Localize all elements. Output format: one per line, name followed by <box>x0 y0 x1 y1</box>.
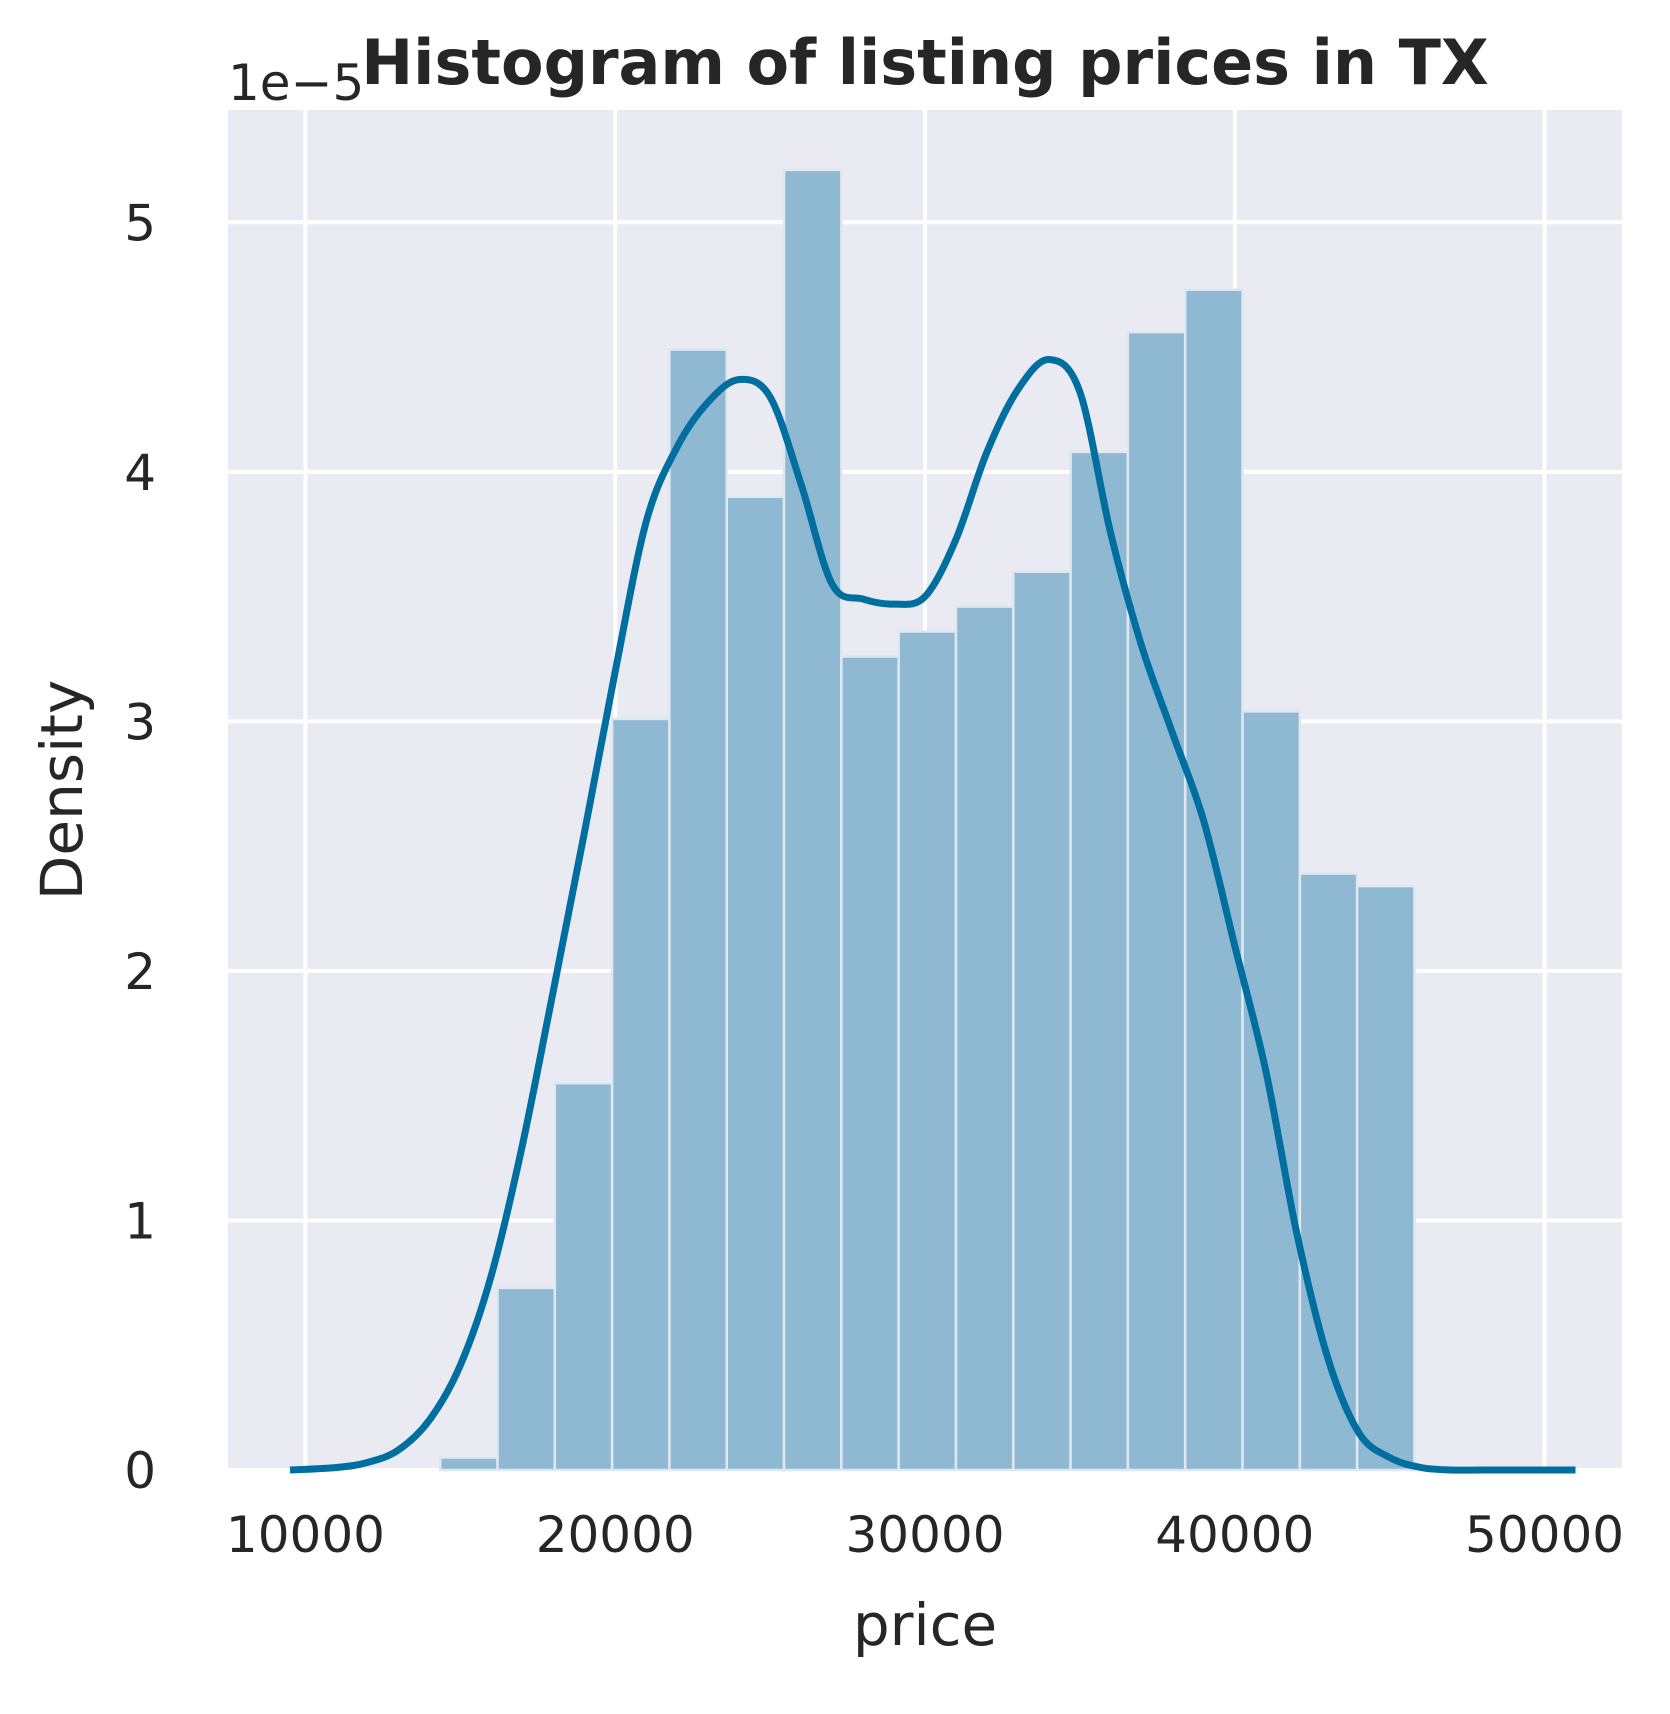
histogram-bar <box>954 605 1015 1472</box>
kde-curve <box>289 356 1576 1474</box>
x-axis-label: price <box>853 1591 997 1659</box>
y-tick-labels: 0 1 2 3 4 5 <box>124 194 156 1500</box>
y-axis-offset-label: 1e−5 <box>228 54 364 112</box>
y-tick-label: 0 <box>124 1442 156 1500</box>
histogram-bars <box>438 168 1416 1472</box>
y-tick-label: 4 <box>124 444 156 502</box>
x-tick-label: 40000 <box>1155 1506 1314 1564</box>
histogram-bar <box>1126 330 1187 1472</box>
y-tick-label: 3 <box>124 693 156 751</box>
histogram-bar <box>496 1286 557 1472</box>
y-tick-label: 1 <box>124 1192 156 1250</box>
histogram-bar <box>553 1081 614 1472</box>
histogram-bar <box>1183 288 1244 1472</box>
y-tick-label: 2 <box>124 943 156 1001</box>
histogram-bar <box>1012 570 1072 1472</box>
histogram-bar <box>1355 884 1416 1472</box>
histogram-bar <box>1069 450 1130 1472</box>
histogram-bar <box>782 168 843 1472</box>
histogram-bar <box>840 655 900 1472</box>
x-tick-labels: 10000 20000 30000 40000 50000 <box>226 1506 1624 1564</box>
histogram-bar <box>668 348 728 1472</box>
histogram-bar <box>1298 872 1359 1472</box>
chart-title: Histogram of listing prices in TX <box>361 26 1488 99</box>
histogram-bar <box>725 495 786 1472</box>
histogram-bar <box>610 717 671 1472</box>
y-tick-label: 5 <box>124 194 156 252</box>
x-tick-label: 30000 <box>845 1506 1004 1564</box>
histogram-bar <box>897 630 958 1472</box>
y-axis-label: Density <box>28 680 96 901</box>
histogram-bar <box>438 1456 499 1472</box>
x-tick-label: 10000 <box>226 1506 385 1564</box>
x-tick-label: 50000 <box>1465 1506 1624 1564</box>
x-tick-label: 20000 <box>536 1506 695 1564</box>
